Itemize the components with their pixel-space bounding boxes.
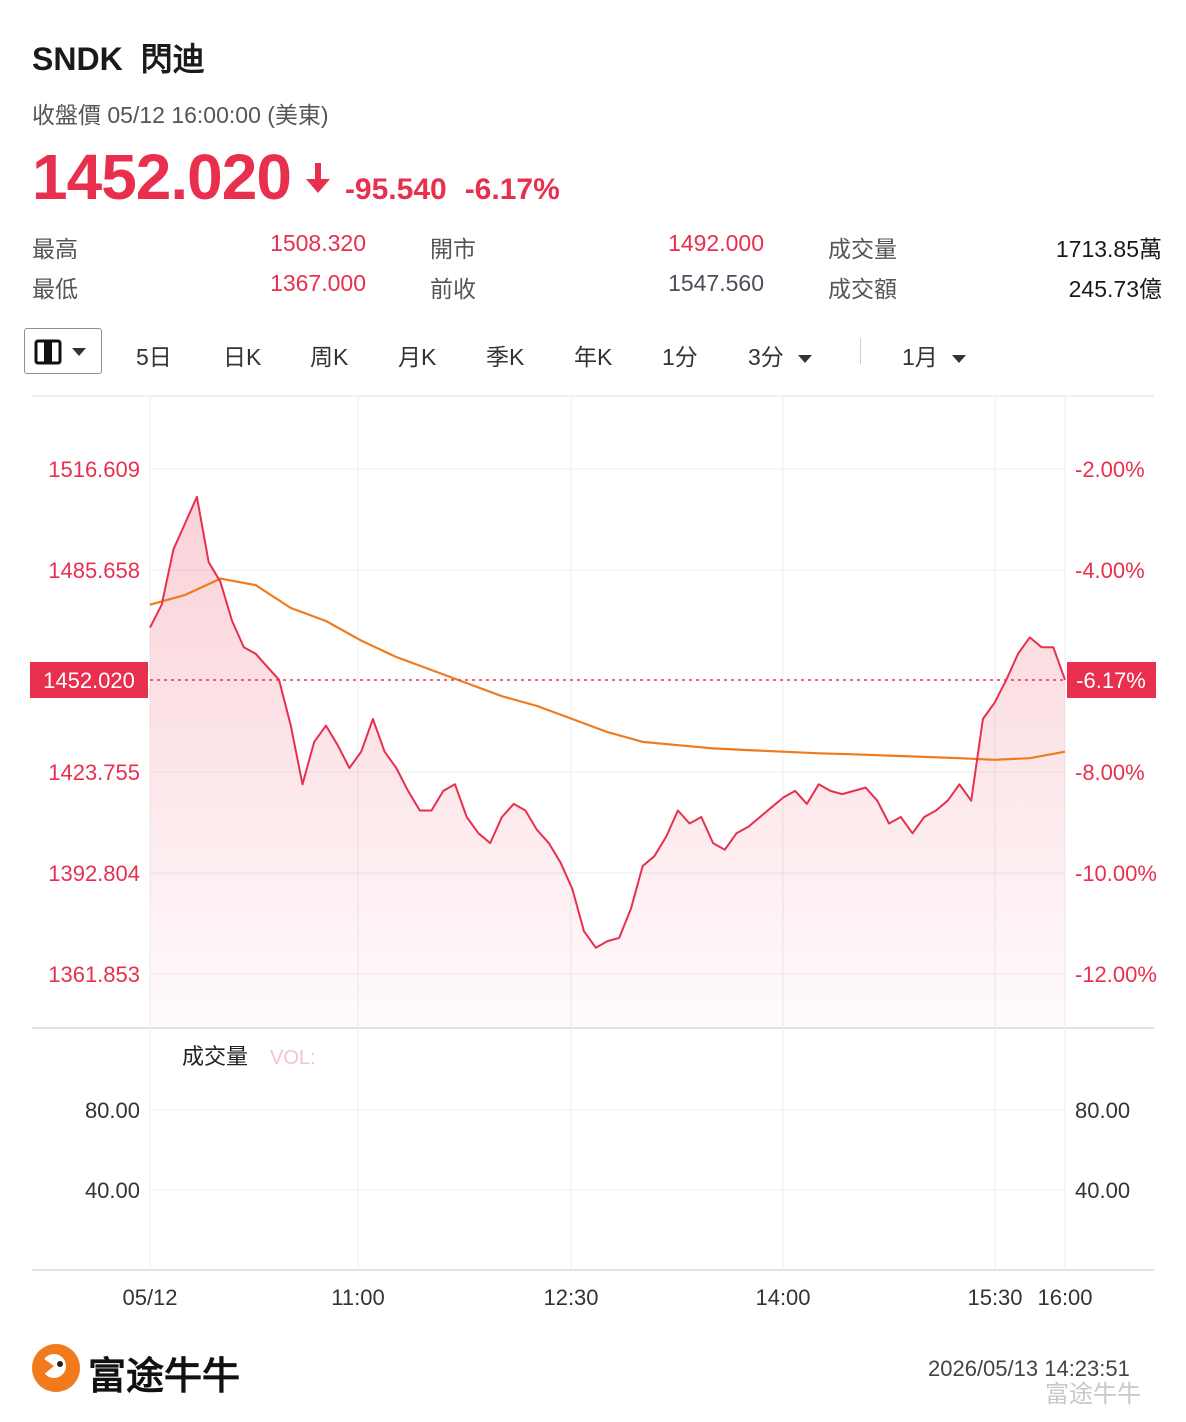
chevron-down-icon <box>951 354 966 363</box>
low-value: 1367.000 <box>270 270 366 296</box>
volume-label: 成交量 <box>828 236 897 262</box>
turnover-label: 成交額 <box>828 276 897 302</box>
high-label: 最高 <box>32 236 78 262</box>
y-tick-label-right: -6.17% <box>1076 668 1146 693</box>
y-tick-label-left: 1392.804 <box>48 861 140 886</box>
tab-divider <box>860 338 861 364</box>
y-tick-label-left: 1423.755 <box>48 760 140 785</box>
y-tick-label-left: 1361.853 <box>48 962 140 987</box>
average-price-line <box>149 577 1066 761</box>
y-tick-label-right: -8.00% <box>1075 760 1145 785</box>
tab-quarter-k[interactable]: 季K <box>486 344 525 370</box>
tab-1min[interactable]: 1分 <box>662 344 698 370</box>
price-row: 1452.020 -95.540 -6.17% <box>32 140 560 214</box>
volume-panel: 成交量 VOL: 80.00 80.00 40.00 40.00 <box>85 1044 1130 1203</box>
x-tick-label: 05/12 <box>122 1285 177 1310</box>
high-value: 1508.320 <box>270 230 366 256</box>
y-tick-label-right: -4.00% <box>1075 558 1145 583</box>
tab-year-k[interactable]: 年K <box>574 344 613 370</box>
x-tick-label: 14:00 <box>755 1285 810 1310</box>
price-area-fill <box>150 496 1065 1028</box>
price-change-percent: -6.17% <box>464 173 560 206</box>
tab-5d[interactable]: 5日 <box>136 344 172 370</box>
y-axis-left: 1516.609 1485.658 1452.020 1423.755 1392.804… <box>30 457 148 987</box>
interval-label: 3分 <box>748 344 784 370</box>
watermark: 富途牛牛 <box>1045 1381 1141 1408</box>
futu-logo-icon <box>32 1344 80 1392</box>
volume-tick-label-left: 40.00 <box>85 1178 140 1203</box>
prev-close-value: 1547.560 <box>668 270 764 296</box>
price-change: -95.540 <box>344 173 447 206</box>
x-tick-label: 15:30 <box>967 1285 1022 1310</box>
price-series-line <box>149 495 1066 949</box>
y-tick-label-right: -10.00% <box>1075 861 1157 886</box>
last-price-tag <box>30 662 148 698</box>
snapshot-timestamp: 2026/05/13 14:23:51 <box>928 1356 1130 1381</box>
intraday-chart[interactable]: 1516.609 1485.658 1452.020 1423.755 1392.804… <box>0 390 1186 1320</box>
y-tick-label-right: -2.00% <box>1075 457 1145 482</box>
chart-period-tabs: 5日 日K 周K 月K 季K 年K 1分 3分 1月 <box>24 328 1164 376</box>
last-pct-tag <box>1067 662 1156 698</box>
prev-close-label: 前收 <box>430 276 476 302</box>
open-value: 1492.000 <box>668 230 764 256</box>
price-area <box>150 496 1065 1028</box>
x-tick-label: 12:30 <box>543 1285 598 1310</box>
vol-label: VOL: <box>270 1047 316 1069</box>
x-axis: 05/12 11:00 12:30 14:00 15:30 16:00 <box>122 1285 1092 1310</box>
open-label: 開市 <box>430 236 476 262</box>
x-tick-label: 11:00 <box>331 1285 384 1310</box>
last-price: 1452.020 <box>32 141 292 213</box>
volume-panel-title: 成交量 <box>182 1044 248 1069</box>
stock-name: 閃迪 <box>140 41 205 77</box>
turnover-value: 245.73億 <box>1068 276 1162 302</box>
range-dropdown[interactable]: 1月 <box>902 338 966 372</box>
y-tick-label-left: 1452.020 <box>43 668 135 693</box>
price-line <box>149 495 1066 949</box>
candle-mode-icon <box>34 339 86 365</box>
arrow-down-icon <box>305 163 330 193</box>
volume-value: 1713.85萬 <box>1055 236 1162 262</box>
stock-title: SNDK 閃迪 <box>32 34 223 80</box>
volume-tick-label-left: 80.00 <box>85 1098 140 1123</box>
y-tick-label-left: 1485.658 <box>48 558 140 583</box>
chevron-down-icon <box>797 354 812 363</box>
y-axis-right: -2.00% -4.00% -6.17% -8.00% -10.00% -12.00% <box>1067 457 1157 987</box>
brand-name: 富途牛牛 <box>88 1356 241 1398</box>
tab-month-k[interactable]: 月K <box>398 344 437 370</box>
range-label: 1月 <box>902 344 938 370</box>
volume-tick-label-right: 80.00 <box>1075 1098 1130 1123</box>
tab-day-k[interactable]: 日K <box>223 344 262 370</box>
volume-tick-label-right: 40.00 <box>1075 1178 1130 1203</box>
low-label: 最低 <box>32 276 78 302</box>
chart-mode-dropdown[interactable] <box>24 328 102 374</box>
ticker-symbol: SNDK <box>32 41 123 77</box>
interval-dropdown[interactable]: 3分 <box>748 338 812 372</box>
closing-time-label: 收盤價 05/12 16:00:00 (美東) <box>32 102 329 128</box>
tab-week-k[interactable]: 周K <box>310 344 349 370</box>
y-tick-label-left: 1516.609 <box>48 457 140 482</box>
x-tick-label: 16:00 <box>1037 1285 1092 1310</box>
average-series-line <box>149 577 1066 761</box>
y-tick-label-right: -12.00% <box>1075 962 1157 987</box>
